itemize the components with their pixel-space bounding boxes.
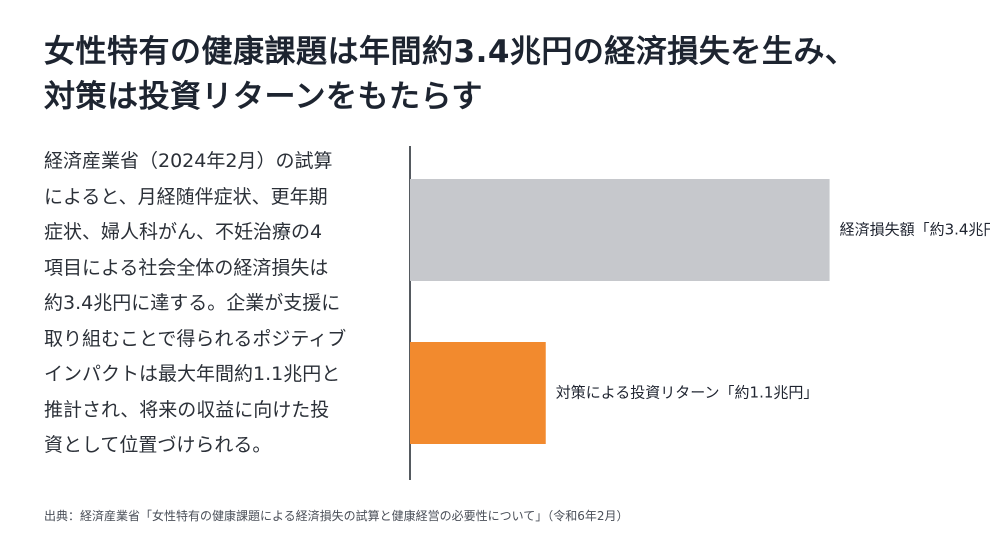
source-note: 出典：経済産業省「女性特有の健康課題による経済損失の試算と健康経営の必要性につい… [44, 509, 629, 523]
description-line: 項目による社会全体の経済損失は [44, 256, 329, 279]
description-line: 資として位置づけられる。 [44, 434, 272, 456]
bar-label-economic-loss: 経済損失額「約3.4兆円」 [840, 221, 990, 239]
title-line-1: 女性特有の健康課題は年間約3.4兆円の経済損失を生み、 [44, 34, 857, 70]
description-line: 推計され、将来の収益に向けた投 [44, 398, 330, 421]
bar-chart: 経済損失額「約3.4兆円」 対策による投資リターン「約1.1兆円」 [409, 146, 990, 480]
bar-economic-loss [410, 179, 830, 281]
description-line: 取り組むことで得られるポジティブ [44, 327, 347, 350]
description-text: 経済産業省（2024年2月）の試算 によると、月経随伴症状、更年期 症状、婦人科… [44, 144, 374, 464]
description-line: 経済産業省（2024年2月）の試算 [44, 150, 333, 172]
description-line: によると、月経随伴症状、更年期 [44, 185, 328, 208]
page-title: 女性特有の健康課題は年間約3.4兆円の経済損失を生み、 対策は投資リターンをもた… [44, 30, 974, 120]
description-line: 約3.4兆円に達する。企業が支援に [44, 292, 341, 314]
description-line: インパクトは最大年間約1.1兆円と [44, 363, 341, 385]
description-line: 症状、婦人科がん、不妊治療の4 [44, 221, 323, 243]
bar-label-investment-return: 対策による投資リターン「約1.1兆円」 [556, 384, 819, 402]
title-line-2: 対策は投資リターンをもたらす [44, 79, 483, 115]
bar-investment-return [410, 342, 546, 444]
